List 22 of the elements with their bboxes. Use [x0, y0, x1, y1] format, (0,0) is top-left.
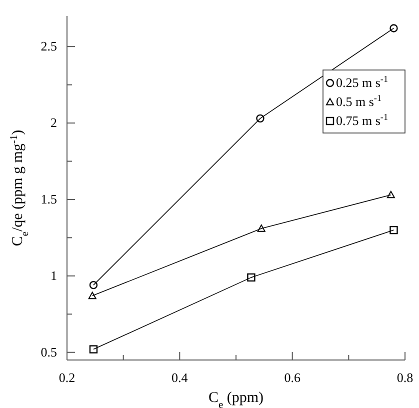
legend-label: 0.5 m s$^{-1}$ — [336, 93, 382, 109]
point — [247, 273, 256, 282]
y-tick-label: 2.5 — [40, 38, 57, 54]
legend-label: 0.75 m s$^{-1}$ — [336, 112, 388, 128]
x-axis-title: C$_{e}$ (ppm) — [208, 390, 264, 408]
x-tick-label: 0.6 — [284, 370, 301, 385]
point — [386, 190, 395, 198]
y-tick-label: 1.5 — [40, 191, 57, 206]
point — [390, 226, 398, 234]
point — [257, 224, 266, 232]
legend-label: 0.25 m s$^{-1}$ — [336, 74, 388, 90]
point — [256, 114, 264, 123]
x-tick-label: 0.4 — [172, 370, 188, 385]
point — [390, 24, 398, 32]
y-tick-label: 2 — [50, 115, 57, 130]
point — [88, 292, 96, 300]
point — [89, 345, 98, 354]
y-tick-label: 0.5 — [40, 344, 57, 360]
point — [89, 280, 98, 290]
x-tick-label: 0.8 — [396, 370, 414, 385]
y-tick-label: 1 — [50, 268, 57, 283]
x-tick-label: 0.2 — [58, 370, 76, 385]
